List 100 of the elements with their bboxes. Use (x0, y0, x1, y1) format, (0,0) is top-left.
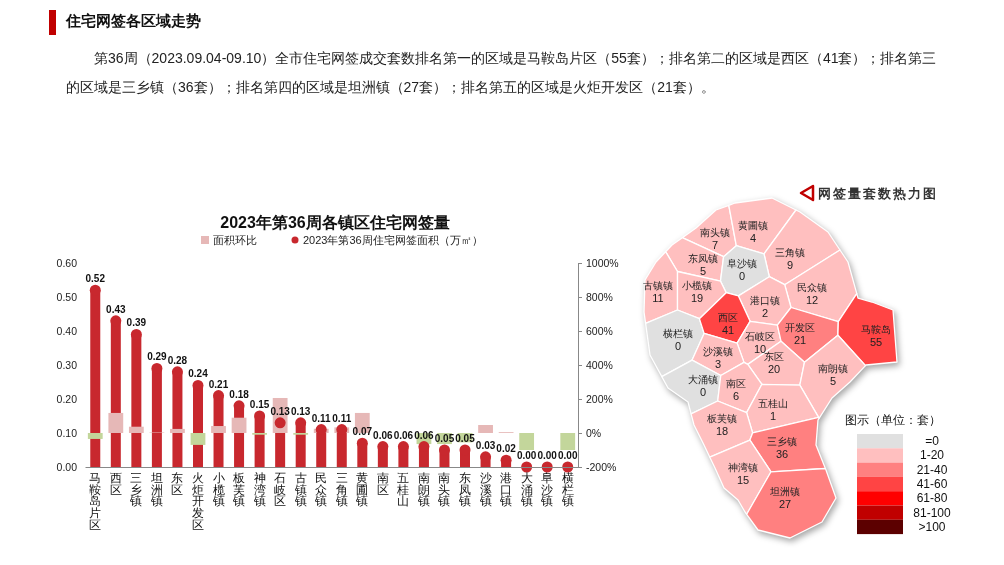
x-tick-label: 民众镇 (314, 471, 328, 508)
data-label: 0.07 (352, 426, 373, 438)
bar (560, 433, 576, 450)
x-tick-label: 横栏镇 (560, 471, 574, 508)
data-label: 0.52 (85, 273, 106, 285)
x-tick-label: 港口镇 (499, 471, 513, 508)
bar (231, 417, 247, 433)
data-label: 0.00 (516, 450, 537, 461)
category-label: 民众镇 (797, 282, 827, 293)
category-label: 阜沙镇 (727, 258, 757, 269)
legend-label: 81-100 (913, 505, 951, 520)
y2-tick-label: 0% (586, 426, 602, 439)
x-tick-label: 神湾镇 (252, 471, 266, 508)
data-label: 6 (732, 390, 740, 402)
legend-title: 图示（单位：套） (845, 413, 941, 427)
category-label: 小榄镇 (682, 280, 712, 291)
data-label: 18 (715, 425, 729, 437)
y2-tick-label: 600% (586, 324, 613, 337)
chart-title: 2023年第36周各镇区住宅网签量 (220, 213, 450, 231)
data-label: 0.13 (270, 405, 291, 417)
category-label: 港口镇 (750, 295, 780, 306)
data-label: 21 (793, 334, 807, 346)
data-label: 0.05 (455, 433, 476, 444)
data-label: 0.24 (188, 368, 209, 380)
data-label: 0.11 (332, 412, 352, 424)
data-label: 5 (699, 265, 707, 277)
category-label: 马鞍岛 (861, 324, 891, 335)
data-label: 0 (674, 340, 682, 352)
y2-tick-label: 800% (586, 290, 613, 303)
x-tick-label: 坦洲镇 (149, 471, 163, 508)
bar (211, 426, 226, 433)
bar (478, 425, 493, 433)
category-label: 古镇镇 (643, 280, 673, 291)
y2-tick-label: 200% (586, 392, 613, 405)
data-label: 0.29 (147, 351, 168, 363)
data-label: 0.06 (373, 429, 394, 441)
data-label: 0.15 (249, 399, 270, 410)
y-tick-label: 0.50 (56, 290, 78, 303)
data-label: 20 (767, 363, 781, 375)
x-tick-label: 黄圃镇 (355, 471, 369, 508)
data-label: 15 (736, 474, 750, 486)
x-tick-label: 东凤镇 (458, 470, 472, 508)
data-label: 0 (699, 386, 707, 398)
data-label: 0.05 (434, 433, 455, 444)
category-label: 神湾镇 (728, 462, 758, 473)
category-label: 三角镇 (775, 247, 805, 258)
data-label: 0.43 (106, 303, 126, 315)
x-tick-label: 阜沙镇 (540, 471, 554, 508)
point (274, 417, 286, 429)
data-label: 4 (749, 232, 757, 244)
category-label: 沙溪镇 (703, 346, 733, 357)
category-label: 大涌镇 (688, 374, 718, 385)
x-tick-label: 三乡镇 (129, 471, 143, 508)
data-label: 55 (869, 336, 883, 348)
category-label: 南朗镇 (818, 363, 848, 374)
data-label: 2 (761, 307, 769, 319)
y-tick-label: 0.60 (56, 256, 78, 269)
data-label: 1 (769, 410, 777, 422)
legend-label: 2023年第36周住宅网签面积（万㎡） (303, 234, 483, 246)
y2-tick-label: 400% (586, 358, 613, 371)
legend-label: 41-60 (916, 477, 948, 492)
category-label: 板芙镇 (706, 413, 737, 424)
x-tick-label: 大涌镇 (519, 471, 533, 508)
data-label: 0.02 (496, 443, 517, 455)
data-label: 0.00 (557, 450, 578, 461)
x-tick-label: 五桂山 (396, 471, 410, 508)
category-label: 东区 (764, 351, 784, 362)
legend-label: =0 (925, 434, 940, 449)
data-label: 9 (786, 259, 794, 271)
category-label: 西区 (718, 312, 738, 323)
category-label: 五桂山 (758, 398, 788, 409)
bar (519, 433, 535, 450)
data-label: 0.18 (229, 388, 250, 400)
data-label: 5 (829, 375, 837, 387)
data-label: 0.11 (311, 412, 332, 424)
category-label: 南头镇 (700, 227, 730, 238)
data-label: 12 (805, 294, 819, 306)
bar (87, 433, 103, 439)
x-tick-label: 东区 (171, 470, 184, 496)
category-label: 东凤镇 (688, 253, 718, 264)
category-label: 开发区 (785, 322, 815, 333)
y-tick-label: 0.30 (56, 358, 78, 371)
category-label: 黄圃镇 (738, 220, 768, 231)
data-label: 11 (652, 292, 664, 304)
data-label: 0.00 (537, 450, 558, 461)
legend-label: 1-20 (919, 448, 945, 463)
bar (128, 426, 144, 433)
legend-label: 21-40 (916, 462, 948, 477)
category-label: 南区 (726, 378, 746, 389)
x-tick-label: 小榄镇 (211, 471, 225, 508)
y-tick-label: 0.20 (56, 392, 78, 405)
data-label: 10 (753, 343, 767, 355)
legend-label: 61-80 (916, 491, 948, 506)
bar (190, 433, 206, 445)
data-label: 0.13 (290, 405, 311, 417)
x-tick-label: 南头镇 (437, 471, 451, 508)
x-tick-label: 马鞍岛片区 (89, 471, 102, 531)
data-label: 7 (711, 239, 719, 251)
x-tick-label: 板芙镇 (232, 471, 246, 508)
text: 网签量套数热力图 (818, 186, 938, 201)
